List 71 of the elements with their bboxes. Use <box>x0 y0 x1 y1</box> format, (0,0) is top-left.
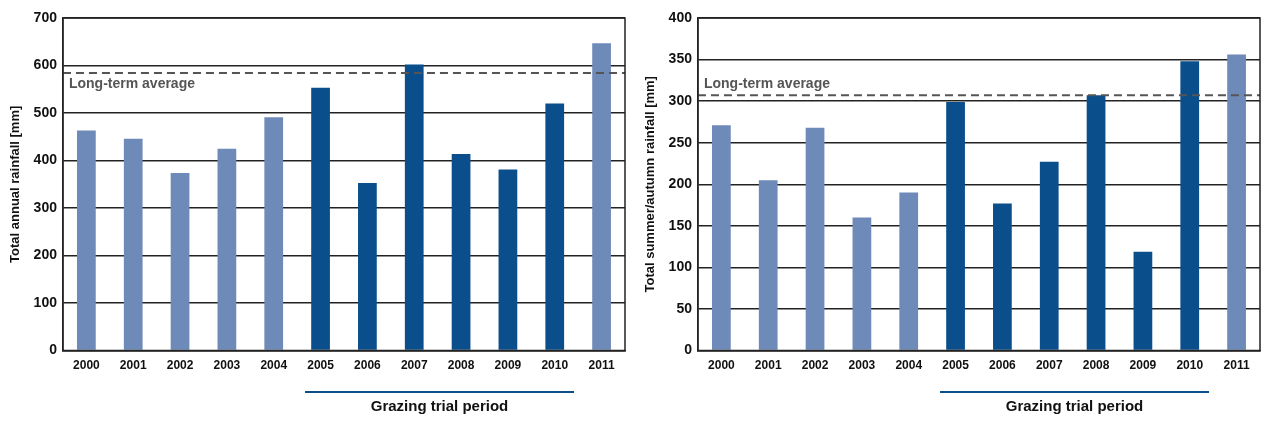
y-tick-label: 350 <box>668 50 693 67</box>
bar <box>592 43 611 350</box>
bar <box>1133 251 1153 350</box>
x-tick-label: 2007 <box>1035 358 1063 373</box>
x-tick-label: 2001 <box>754 358 782 373</box>
y-tick-label: 200 <box>33 246 58 263</box>
y-axis-title: Total summer/autumn rainfall [mm] <box>642 76 658 293</box>
x-tick-label: 2001 <box>119 358 147 373</box>
y-tick-label: 600 <box>33 56 58 73</box>
bar <box>498 169 518 350</box>
ref-line-label: Long-term average <box>68 74 196 91</box>
x-tick-label: 2003 <box>848 358 876 373</box>
bar <box>946 101 965 350</box>
bar <box>170 172 190 350</box>
text: Grazing trial period <box>1005 396 1144 414</box>
y-tick-label: 200 <box>668 175 693 192</box>
bar <box>1086 95 1106 350</box>
x-tick-label: 2006 <box>989 358 1017 373</box>
x-tick-label: 2002 <box>166 358 194 373</box>
bar <box>311 87 330 350</box>
y-tick-label: 50 <box>676 299 693 316</box>
x-tick-label: 2000 <box>708 358 736 373</box>
x-tick-label: 2006 <box>354 358 382 373</box>
bar <box>123 138 143 350</box>
bar <box>712 125 731 350</box>
bar <box>451 153 471 350</box>
y-tick-label: 700 <box>33 8 58 25</box>
bar <box>545 103 565 350</box>
ref-line-label: Long-term average <box>703 75 831 92</box>
x-tick-label: 2003 <box>213 358 241 373</box>
x-tick-label: 2009 <box>1129 358 1157 373</box>
x-tick-label: 2011 <box>1223 358 1250 373</box>
bar <box>899 192 919 350</box>
x-tick-label: 2011 <box>588 358 615 373</box>
x-tick-label: 2002 <box>801 358 829 373</box>
y-tick-label: 500 <box>33 103 58 120</box>
y-tick-label: 0 <box>684 341 693 358</box>
y-tick-label: 400 <box>668 8 693 25</box>
bar <box>1227 54 1246 350</box>
bar <box>77 130 96 350</box>
y-tick-label: 400 <box>33 151 58 168</box>
bar <box>805 127 825 350</box>
x-tick-label: 2008 <box>447 358 475 373</box>
bar <box>852 217 872 350</box>
x-tick-label: 2007 <box>400 358 428 373</box>
text: Grazing trial period <box>370 396 509 414</box>
x-tick-label: 2008 <box>1082 358 1110 373</box>
bar <box>1039 161 1059 350</box>
bar <box>758 180 778 350</box>
y-tick-label: 150 <box>668 216 693 233</box>
y-tick-label: 250 <box>668 133 693 150</box>
x-tick-label: 2009 <box>494 358 522 373</box>
bar <box>264 117 284 350</box>
y-tick-label: 0 <box>49 341 58 358</box>
x-tick-label: 2005 <box>307 358 335 373</box>
y-axis-title: Total annual rainfall [mm] <box>7 105 23 263</box>
y-tick-label: 100 <box>668 258 693 275</box>
bar <box>1180 61 1200 350</box>
bar <box>217 148 237 350</box>
bar <box>358 182 377 350</box>
x-tick-label: 2010 <box>1176 358 1204 373</box>
x-tick-label: 2005 <box>942 358 970 373</box>
x-tick-label: 2010 <box>541 358 569 373</box>
y-tick-label: 300 <box>33 198 58 215</box>
bar <box>404 64 424 350</box>
y-tick-label: 100 <box>33 293 58 310</box>
y-tick-label: 300 <box>668 92 693 109</box>
x-tick-label: 2000 <box>73 358 101 373</box>
bar <box>993 203 1012 350</box>
x-tick-label: 2004 <box>260 358 288 373</box>
x-tick-label: 2004 <box>895 358 923 373</box>
